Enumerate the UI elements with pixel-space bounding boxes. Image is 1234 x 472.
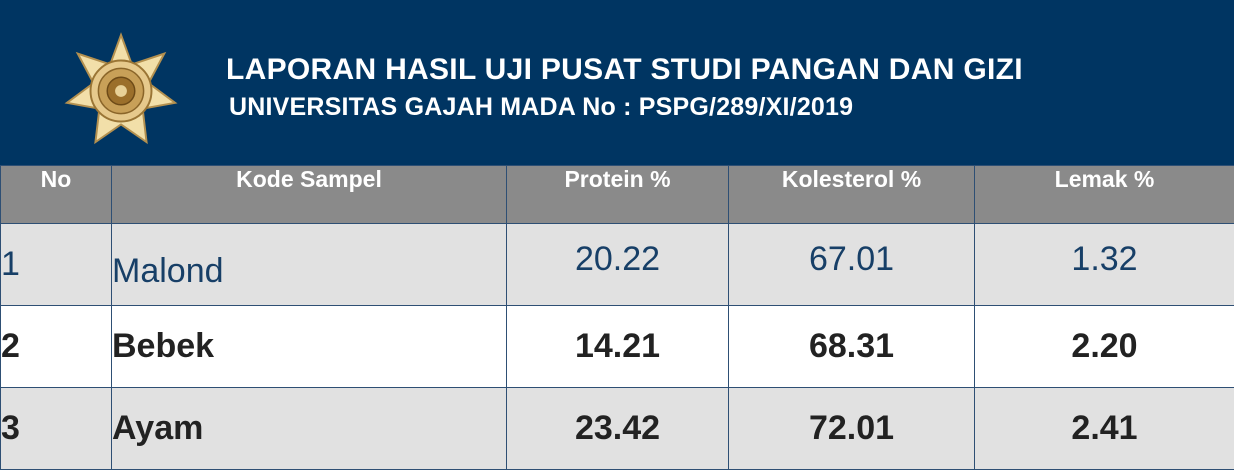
column-header-protein: Protein % (506, 165, 729, 224)
column-header-lemak: Lemak % (974, 165, 1234, 224)
cell-no: 1 (0, 223, 112, 306)
cell-protein: 20.22 (506, 223, 729, 306)
column-header-no: No (0, 165, 112, 224)
cell-kode-sampel: Malond (111, 223, 507, 306)
report-title: LAPORAN HASIL UJI PUSAT STUDI PANGAN DAN… (226, 53, 1023, 86)
column-header-kode-sampel: Kode Sampel (111, 165, 507, 224)
cell-kode-sampel: Bebek (111, 305, 507, 388)
cell-no: 3 (0, 387, 112, 470)
column-header-kolesterol: Kolesterol % (728, 165, 975, 224)
table-header-row: No Kode Sampel Protein % Kolesterol % Le… (0, 165, 1234, 224)
report-header: LAPORAN HASIL UJI PUSAT STUDI PANGAN DAN… (0, 0, 1234, 165)
report-subtitle: UNIVERSITAS GAJAH MADA No : PSPG/289/XI/… (229, 93, 854, 121)
cell-kode-sampel: Ayam (111, 387, 507, 470)
results-table: No Kode Sampel Protein % Kolesterol % Le… (0, 165, 1234, 470)
cell-no: 2 (0, 305, 112, 388)
table-row: 3 Ayam 23.42 72.01 2.41 (0, 387, 1234, 470)
table-row: 1 Malond 20.22 67.01 1.32 (0, 223, 1234, 306)
cell-protein: 14.21 (506, 305, 729, 388)
cell-lemak: 2.20 (974, 305, 1234, 388)
cell-protein: 23.42 (506, 387, 729, 470)
cell-lemak: 1.32 (974, 223, 1234, 306)
cell-kolesterol: 68.31 (728, 305, 975, 388)
cell-kolesterol: 67.01 (728, 223, 975, 306)
ugm-emblem-icon (64, 32, 178, 145)
cell-lemak: 2.41 (974, 387, 1234, 470)
table-row: 2 Bebek 14.21 68.31 2.20 (0, 305, 1234, 388)
cell-kolesterol: 72.01 (728, 387, 975, 470)
